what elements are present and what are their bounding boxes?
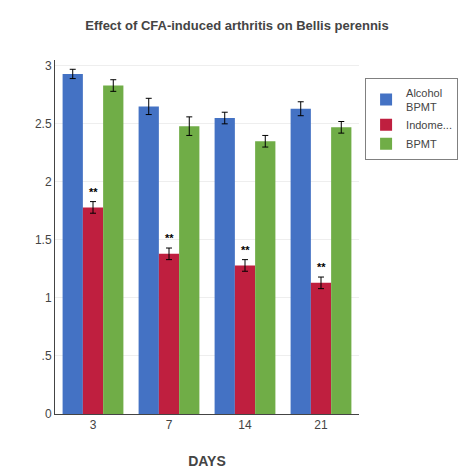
svg-text:**: ** bbox=[89, 186, 98, 198]
svg-text:0: 0 bbox=[45, 407, 52, 421]
svg-text:Indome...: Indome... bbox=[406, 119, 452, 131]
svg-text:Effect of CFA-induced arthriti: Effect of CFA-induced arthritis on Belli… bbox=[85, 18, 388, 33]
svg-text:AlcoholBPMT: AlcoholBPMT bbox=[406, 87, 442, 113]
svg-text:**: ** bbox=[165, 232, 174, 244]
svg-text:2.5: 2.5 bbox=[35, 117, 52, 131]
svg-text:BPMT: BPMT bbox=[406, 138, 437, 150]
svg-text:21: 21 bbox=[314, 418, 328, 432]
svg-text:3: 3 bbox=[90, 418, 97, 432]
svg-text:1.5: 1.5 bbox=[35, 233, 52, 247]
svg-text:14: 14 bbox=[238, 418, 252, 432]
svg-text:DAYS: DAYS bbox=[188, 453, 226, 469]
svg-text:**: ** bbox=[317, 261, 326, 273]
svg-text:2: 2 bbox=[45, 175, 52, 189]
svg-text:**: ** bbox=[241, 244, 250, 256]
svg-text:3: 3 bbox=[45, 59, 52, 73]
svg-text:1: 1 bbox=[45, 291, 52, 305]
svg-text:.5: .5 bbox=[42, 349, 52, 363]
svg-text:7: 7 bbox=[166, 418, 173, 432]
